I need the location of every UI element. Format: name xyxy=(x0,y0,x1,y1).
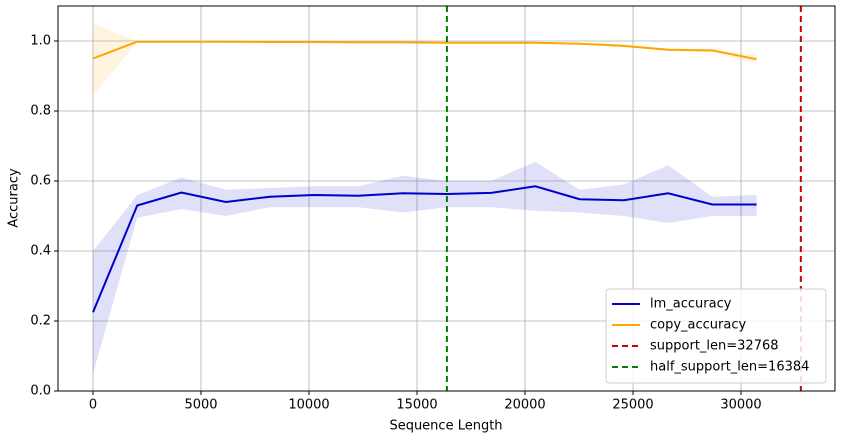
legend-box xyxy=(605,288,827,384)
x-axis-label: Sequence Length xyxy=(389,419,502,434)
x-tick-label: 25000 xyxy=(612,398,653,413)
legend-label: half_support_len=16384 xyxy=(650,360,809,375)
y-tick-label: 0.8 xyxy=(30,104,51,119)
legend-label: support_len=32768 xyxy=(650,339,779,354)
y-tick-label: 0.0 xyxy=(30,384,51,399)
y-tick-label: 0.2 xyxy=(30,314,51,329)
x-tick-label: 0 xyxy=(89,398,97,413)
y-tick-label: 1.0 xyxy=(30,34,51,49)
x-tick-label: 30000 xyxy=(720,398,761,413)
plot-frame xyxy=(57,5,836,392)
legend-label: copy_accuracy xyxy=(650,318,747,333)
x-tick-label: 5000 xyxy=(184,398,217,413)
line xyxy=(92,40,757,61)
x-tick-label: 20000 xyxy=(504,398,545,413)
line xyxy=(92,185,757,313)
y-axis-label: Accuracy xyxy=(7,168,22,228)
y-tick-label: 0.6 xyxy=(30,174,51,189)
y-tick-label: 0.4 xyxy=(30,244,51,259)
legend: lm_accuracy copy_accuracy support_len=3276… xyxy=(605,288,827,384)
legend-label: lm_accuracy xyxy=(650,297,732,312)
x-tick-label: 15000 xyxy=(396,398,437,413)
x-tick-label: 10000 xyxy=(288,398,329,413)
confidence-band xyxy=(92,23,757,96)
confidence-band xyxy=(92,161,757,374)
